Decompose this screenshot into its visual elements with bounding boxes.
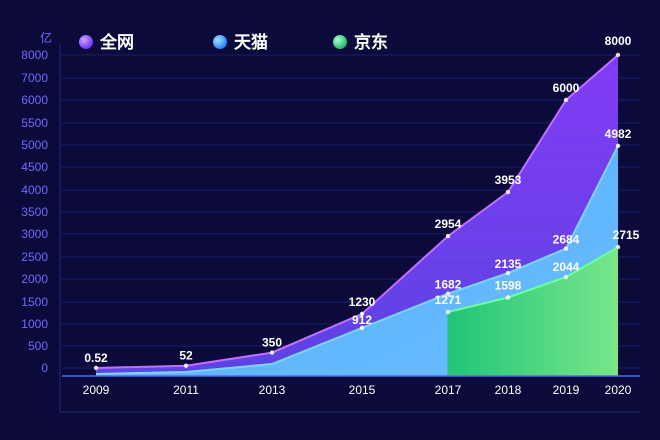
data-label: 912 [352,313,372,327]
data-label: 1682 [435,278,462,292]
y-tick-label: 2000 [21,272,48,286]
legend-dot-jd [333,35,347,49]
data-label: 52 [179,349,193,363]
legend-item-tmall[interactable]: 天猫 [213,32,268,52]
y-tick-label: 5000 [21,138,48,152]
area-jd [448,247,618,376]
y-tick-label: 7000 [21,71,48,85]
point-all [93,365,99,371]
point-all [615,52,621,58]
y-tick-label: 0 [41,361,48,375]
y-tick-label: 3500 [21,205,48,219]
legend-item-jd[interactable]: 京东 [333,32,388,52]
y-tick-label: 4000 [21,183,48,197]
data-label: 2044 [553,260,580,274]
point-all [269,350,275,355]
data-label: 8000 [605,34,632,48]
data-label: 0.52 [84,351,108,365]
x-tick-label: 2020 [605,383,632,397]
y-tick-label: 5500 [21,116,48,130]
data-label: 6000 [553,81,580,95]
data-label: 2135 [495,257,522,271]
data-label: 1271 [435,293,462,307]
data-label: 350 [262,336,282,350]
point-tmall [359,325,365,331]
area-tmall-line [95,145,619,375]
point-all [359,311,365,317]
legend: 全网 天猫 京东 [79,32,388,52]
legend-label-all: 全网 [99,32,134,52]
x-tick-labels: 2009 2011 2013 2015 2017 2018 2019 2020 [83,383,632,397]
point-jd [615,244,621,250]
data-label: 2954 [435,217,462,231]
y-tick-label: 500 [28,339,48,353]
y-tick-label: 2500 [21,250,48,264]
x-tick-label: 2018 [495,383,522,397]
point-jd [505,295,511,300]
point-all [563,97,569,103]
area-all-line [95,54,619,369]
legend-dot-all [79,35,93,49]
x-tick-label: 2017 [435,383,462,397]
point-all [183,363,189,368]
y-tick-label: 6000 [21,93,48,107]
x-tick-label: 2011 [173,383,199,397]
area-series [62,54,640,377]
data-label: 1598 [495,278,522,292]
data-label: 3953 [495,173,522,187]
point-tmall [615,143,621,148]
legend-item-all[interactable]: 全网 [79,32,134,52]
point-all [505,189,511,195]
data-label: 2715 [613,228,640,242]
point-tmall [563,246,569,251]
y-tick-labels: 0 500 1000 1500 2000 2500 3000 3500 4000 4500 5000… [21,48,48,375]
legend-label-jd: 京东 [354,32,388,52]
legend-label-tmall: 天猫 [234,32,268,52]
data-label: 1230 [349,295,376,309]
area-jd-line [447,246,619,314]
y-tick-label: 1500 [21,295,48,309]
y-tick-label: 8000 [21,48,48,62]
x-tick-label: 2015 [349,383,376,397]
point-jd [445,309,451,315]
x-tick-label: 2019 [553,383,580,397]
x-tick-label: 2013 [259,383,286,397]
point-tmall [505,270,511,276]
y-tick-label: 1000 [21,317,48,331]
point-jd [563,274,569,280]
y-tick-label: 4500 [21,160,48,174]
y-tick-label: 3000 [21,227,48,241]
data-label: 4982 [605,127,632,141]
x-tick-label: 2009 [83,383,110,397]
data-labels: 0.52 52 350 1230 2954 3953 6000 8000 912 1682 2135… [84,34,640,371]
data-label: 2684 [553,233,580,247]
y-axis-unit-label: 亿 [40,30,52,45]
point-tmall [445,291,451,296]
legend-dot-tmall [213,35,227,49]
point-all [445,233,451,239]
